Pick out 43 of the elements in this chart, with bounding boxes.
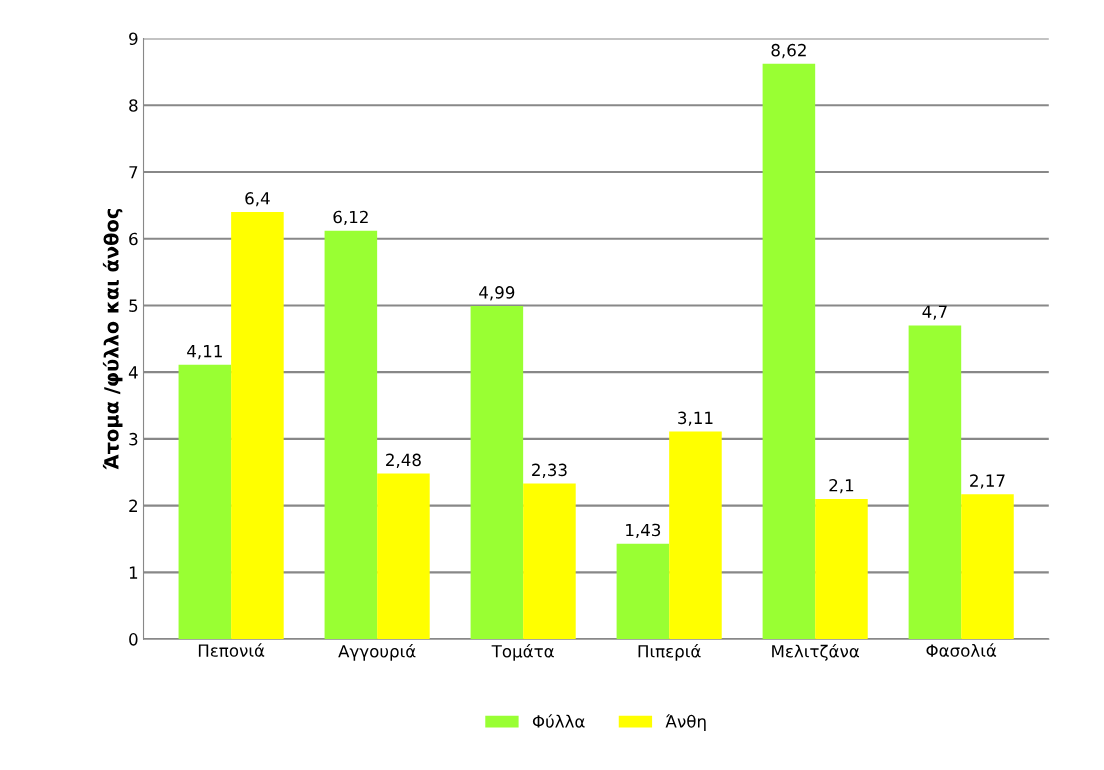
y-tick-label: 1 [129,566,138,579]
text: 2,48 [386,453,421,468]
x-tick-label: Τομάτα [491,643,554,661]
bar [470,306,524,640]
bar [616,543,670,640]
bar [231,212,284,640]
bar [377,473,430,640]
x-tick-label: Μελιτζάνα [772,643,860,661]
y-tick-label: 4 [128,366,138,379]
legend-label: Φύλλα [532,714,585,728]
y-axis-title: Άτομα /φύλλο και άνθος [102,208,123,470]
y-tick-label: 8 [129,99,138,112]
bar [815,498,868,640]
y-tick-label: 2 [129,499,137,512]
y-tick-label: 7 [129,166,138,179]
bar [908,325,962,640]
text: 1,43 [626,523,661,538]
text: 2,17 [970,474,1005,489]
legend-label: Άνθη [665,714,706,731]
x-tick-label: Φασολιά [926,643,997,657]
bar [961,494,1014,640]
text: 4,7 [922,305,947,320]
x-tick-label: Αγγουριά [338,643,416,661]
text: 2,1 [829,478,854,494]
y-tick-label: 9 [129,32,138,46]
x-tick-label: Πεπονιά [198,643,265,657]
text: 6,12 [333,210,368,225]
text: 4,11 [187,345,222,360]
y-tick-label: 6 [129,232,138,246]
y-tick-label: 0 [129,633,138,646]
text: 8,62 [771,43,806,59]
text: 3,11 [678,411,713,426]
bar [178,364,232,640]
y-tick-label: 3 [129,432,138,446]
x-tick-label: Πιπεριά [638,643,701,661]
bar [523,483,576,640]
y-tick-label: 5 [129,299,138,312]
text: 2,33 [532,463,567,478]
bar [762,63,816,640]
bar [669,431,722,640]
bar [324,230,378,640]
text: 6,4 [245,192,270,207]
text: 4,99 [479,286,515,301]
